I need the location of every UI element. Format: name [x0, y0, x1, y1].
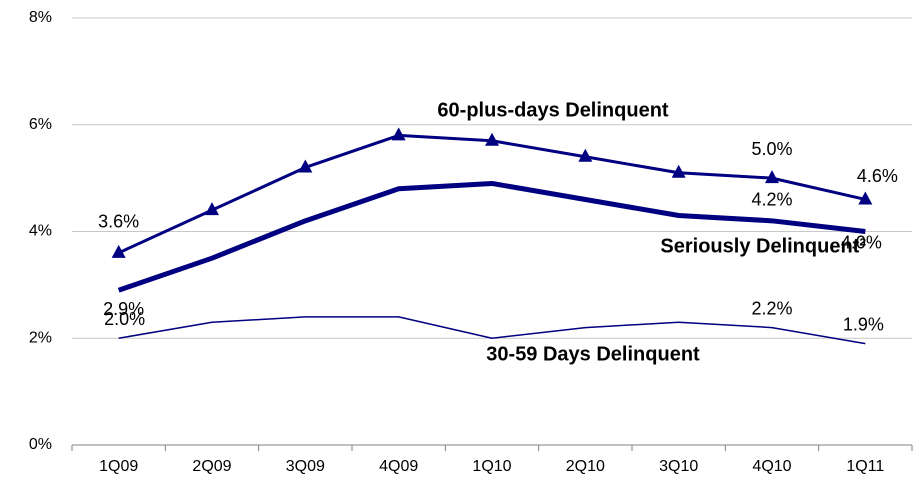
data-label: 2.2%	[751, 298, 792, 318]
point-marker	[671, 164, 686, 178]
x-tick-label: 2Q09	[192, 458, 231, 475]
series-name: 30-59 Days Delinquent	[486, 343, 700, 365]
data-label: 4.2%	[751, 190, 792, 210]
point-marker	[578, 148, 593, 162]
series-line	[118, 316, 866, 345]
x-tick-label: 2Q10	[566, 458, 605, 475]
point-marker	[111, 244, 126, 258]
data-label: 4.6%	[857, 166, 898, 186]
point-marker	[205, 202, 219, 216]
y-tick-label: 6%	[29, 116, 52, 133]
series-name: 60-plus-days Delinquent	[437, 99, 668, 121]
point-marker	[858, 191, 873, 205]
data-label: 5.0%	[751, 139, 792, 159]
x-tick-label: 3Q10	[659, 458, 698, 475]
data-label: 1.9%	[843, 314, 884, 334]
y-tick-label: 2%	[29, 329, 52, 346]
x-tick-label: 1Q10	[472, 458, 511, 475]
data-label: 2.9%	[103, 299, 144, 319]
y-tick-label: 4%	[29, 223, 52, 240]
x-tick-label: 4Q09	[379, 458, 418, 475]
point-marker	[485, 132, 499, 146]
point-marker	[298, 159, 313, 173]
point-marker	[765, 170, 779, 184]
series-line	[117, 180, 866, 293]
x-tick-label: 3Q09	[286, 458, 325, 475]
point-marker	[391, 127, 406, 141]
data-label: 3.6%	[98, 212, 139, 232]
y-tick-label: 8%	[29, 9, 52, 26]
series-name: Seriously Delinquent²	[660, 235, 866, 257]
y-tick-label: 0%	[29, 436, 52, 453]
x-tick-label: 1Q09	[99, 458, 138, 475]
x-tick-label: 4Q10	[752, 458, 791, 475]
data-label: 4.0%	[841, 232, 882, 252]
x-tick-label: 1Q11	[846, 458, 884, 475]
data-label: 2.0%	[104, 309, 145, 329]
